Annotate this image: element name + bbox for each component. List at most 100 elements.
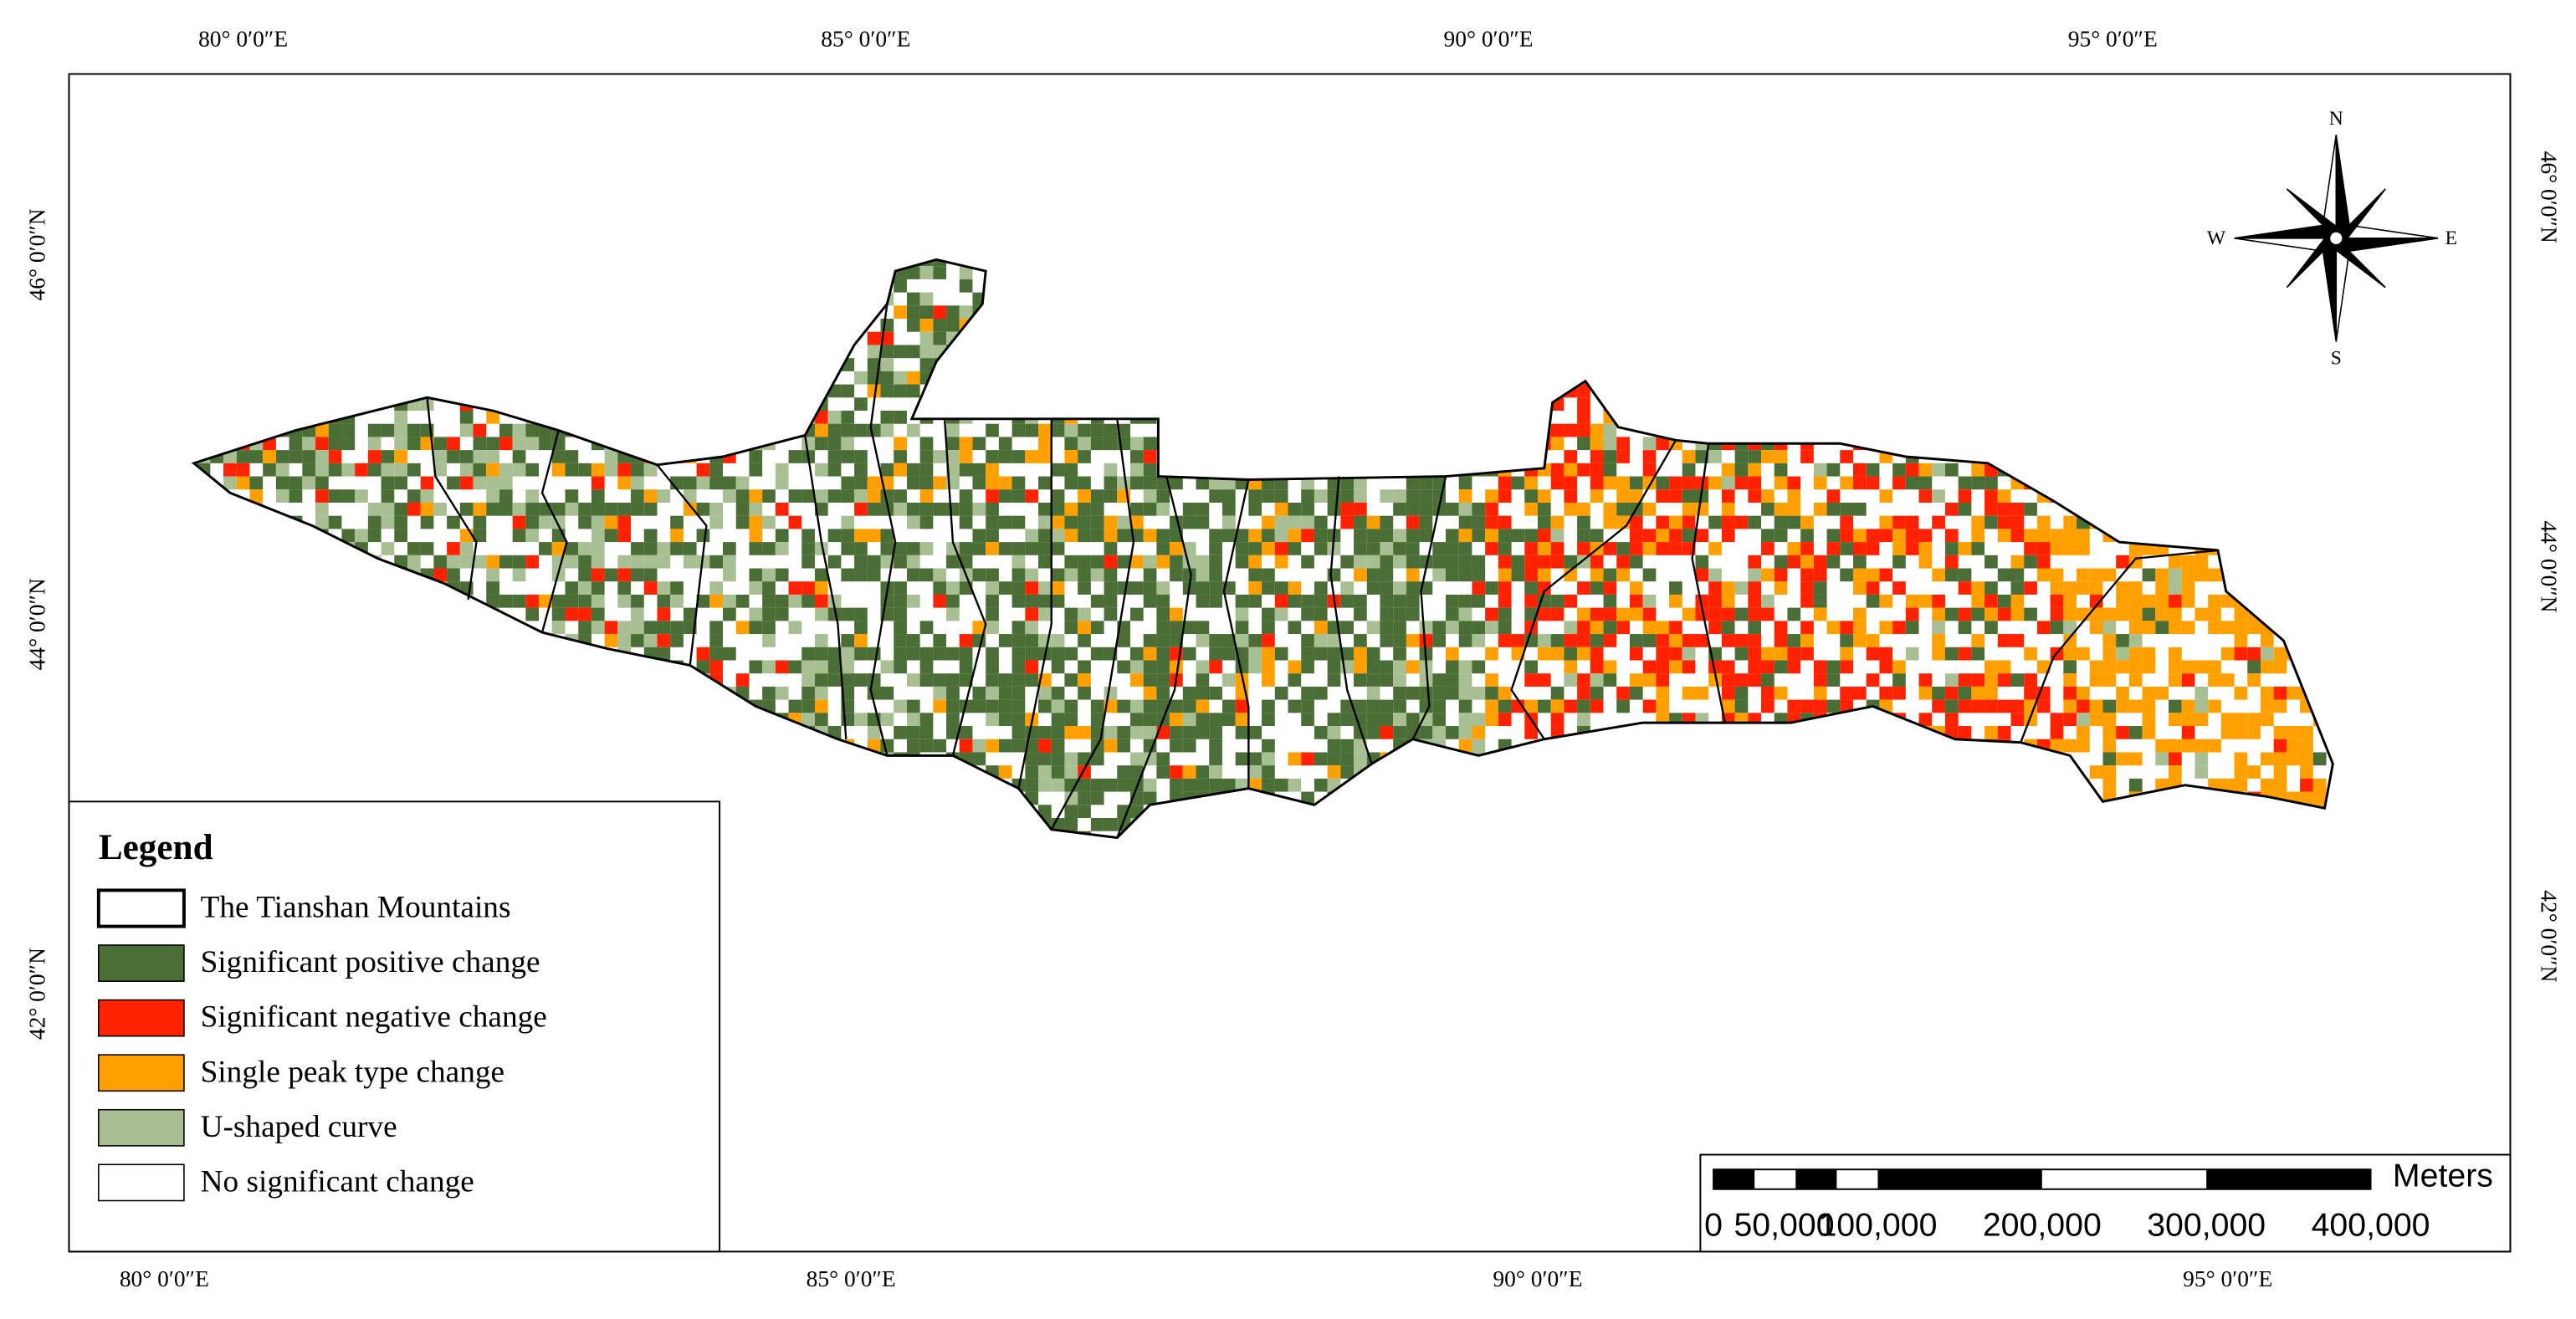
pixel-cell bbox=[1590, 437, 1604, 451]
pixel-cell bbox=[986, 568, 999, 582]
pixel-cell bbox=[249, 450, 264, 463]
pixel-cell bbox=[1748, 660, 1762, 674]
pixel-cell bbox=[1642, 634, 1657, 647]
pixel-cell bbox=[1892, 686, 1906, 700]
pixel-cell bbox=[1064, 529, 1078, 543]
pixel-cell bbox=[1354, 713, 1367, 727]
pixel-cell bbox=[1262, 489, 1275, 503]
pixel-cell bbox=[617, 621, 632, 635]
pixel-cell bbox=[643, 621, 658, 635]
pixel-cell bbox=[643, 529, 658, 543]
pixel-cell bbox=[2208, 568, 2221, 582]
pixel-cell bbox=[1748, 555, 1762, 569]
pixel-cell bbox=[1458, 673, 1472, 687]
pixel-cell bbox=[2050, 568, 2064, 582]
pixel-cell bbox=[1406, 542, 1420, 555]
pixel-cell bbox=[2247, 660, 2261, 674]
pixel-cell bbox=[894, 634, 907, 647]
pixel-cell bbox=[1682, 607, 1696, 621]
pixel-cell bbox=[643, 489, 658, 503]
pixel-cell bbox=[1590, 699, 1604, 713]
pixel-cell bbox=[775, 568, 789, 582]
pixel-cell bbox=[1577, 699, 1590, 713]
pixel-cell bbox=[1078, 555, 1091, 569]
pixel-cell bbox=[1550, 634, 1565, 647]
pixel-cell bbox=[1406, 607, 1420, 621]
pixel-cell bbox=[2247, 713, 2261, 727]
pixel-cell bbox=[867, 476, 881, 490]
pixel-cell bbox=[1025, 778, 1039, 792]
pixel-cell bbox=[1813, 463, 1827, 477]
pixel-cell bbox=[2036, 568, 2051, 582]
pixel-cell bbox=[1852, 581, 1867, 595]
pixel-cell bbox=[1262, 778, 1275, 792]
pixel-cell bbox=[1905, 463, 1919, 477]
pixel-cell bbox=[814, 489, 828, 503]
pixel-cell bbox=[2116, 581, 2129, 595]
legend-swatch bbox=[96, 888, 186, 928]
pixel-cell bbox=[986, 450, 999, 463]
pixel-cell bbox=[1708, 673, 1722, 687]
pixel-cell bbox=[1366, 529, 1380, 543]
pixel-cell bbox=[894, 647, 907, 661]
pixel-cell bbox=[867, 568, 881, 582]
pixel-cell bbox=[906, 594, 920, 608]
pixel-cell bbox=[762, 660, 776, 674]
pixel-cell bbox=[2194, 752, 2209, 766]
pixel-cell bbox=[1892, 673, 1906, 687]
scale-label: 300,000 bbox=[2147, 1206, 2266, 1243]
pixel-cell bbox=[1550, 423, 1565, 437]
pixel-cell bbox=[854, 476, 868, 490]
pixel-cell bbox=[1524, 673, 1538, 687]
pixel-cell bbox=[1078, 502, 1091, 516]
pixel-cell bbox=[854, 673, 868, 687]
pixel-cell bbox=[986, 542, 999, 555]
pixel-cell bbox=[1288, 673, 1302, 687]
pixel-cell bbox=[1078, 805, 1091, 818]
pixel-cell bbox=[1787, 607, 1801, 621]
pixel-cell bbox=[1262, 673, 1275, 687]
pixel-cell bbox=[1550, 686, 1565, 700]
pixel-cell bbox=[1642, 594, 1657, 608]
pixel-cell bbox=[1446, 555, 1459, 569]
pixel-cell bbox=[854, 713, 868, 727]
pixel-cell bbox=[525, 594, 540, 608]
pixel-cell bbox=[1564, 423, 1578, 437]
pixel-cell bbox=[1209, 778, 1222, 792]
pixel-cell bbox=[749, 463, 763, 477]
pixel-cell bbox=[814, 673, 828, 687]
pixel-cell bbox=[1708, 621, 1722, 635]
pixel-cell bbox=[512, 568, 526, 582]
pixel-cell bbox=[1840, 686, 1853, 700]
pixel-cell bbox=[2181, 621, 2195, 635]
pixel-cell bbox=[670, 621, 684, 635]
pixel-cell bbox=[1051, 502, 1065, 516]
pixel-cell bbox=[2024, 581, 2037, 595]
pixel-cell bbox=[775, 607, 789, 621]
pixel-cell bbox=[1524, 726, 1538, 739]
pixel-cell bbox=[1944, 686, 1959, 700]
pixel-cell bbox=[1852, 555, 1867, 569]
pixel-cell bbox=[1498, 594, 1512, 608]
pixel-cell bbox=[827, 411, 842, 424]
scale-bar-segment bbox=[1713, 1169, 1755, 1189]
pixel-cell bbox=[394, 502, 407, 516]
pixel-cell bbox=[381, 542, 395, 555]
pixel-cell bbox=[1314, 542, 1328, 555]
pixel-cell bbox=[2102, 739, 2117, 753]
pixel-cell bbox=[959, 673, 973, 687]
pixel-cell bbox=[2142, 568, 2156, 582]
pixel-cell bbox=[1025, 765, 1039, 779]
pixel-cell bbox=[1682, 502, 1696, 516]
pixel-cell bbox=[1564, 621, 1578, 635]
pixel-cell bbox=[801, 686, 815, 700]
pixel-cell bbox=[1011, 713, 1026, 727]
pixel-cell bbox=[1774, 647, 1788, 661]
pixel-cell bbox=[1577, 463, 1590, 477]
pixel-cell bbox=[762, 621, 776, 635]
pixel-cell bbox=[933, 502, 947, 516]
pixel-cell bbox=[1051, 765, 1065, 779]
pixel-cell bbox=[854, 621, 868, 635]
pixel-cell bbox=[1787, 542, 1801, 555]
pixel-cell bbox=[2194, 699, 2209, 713]
